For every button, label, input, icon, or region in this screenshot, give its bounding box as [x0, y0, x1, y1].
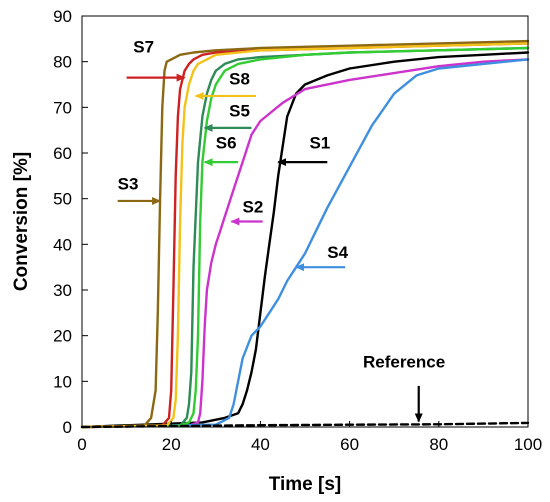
y-axis-title: Conversion [%] [11, 152, 32, 291]
annotation-label-s6: S6 [216, 133, 237, 152]
y-tick-label: 30 [53, 281, 72, 300]
x-tick-label: 40 [251, 435, 270, 454]
y-axis-ticks: 0 10 20 30 40 50 60 70 80 90 [53, 7, 88, 437]
annotation-label-s7: S7 [133, 38, 154, 57]
series-line-s7 [80, 42, 530, 429]
y-tick-label: 40 [53, 235, 72, 254]
y-tick-label: 20 [53, 327, 72, 346]
annotation-label-s4: S4 [327, 243, 348, 262]
series-line-s3 [80, 39, 530, 429]
x-tick-label: 20 [162, 435, 181, 454]
y-tick-label: 90 [53, 7, 72, 26]
series-line-s1 [80, 51, 530, 429]
y-tick-label: 70 [53, 98, 72, 117]
y-tick-label: 80 [53, 53, 72, 72]
y-tick-label: 10 [53, 372, 72, 391]
axis-layer: 0 20 40 60 80 100 0 10 20 30 40 50 60 70 80 90 Time [s… [11, 7, 542, 495]
annotation-label-reference: Reference [363, 353, 445, 372]
series-line-s5 [80, 46, 530, 429]
annotation-label-s2: S2 [243, 197, 264, 216]
x-tick-label: 60 [340, 435, 359, 454]
series-line-s8 [80, 42, 530, 429]
x-axis-ticks: 0 20 40 60 80 100 [77, 421, 542, 454]
series-line-reference [80, 421, 530, 429]
x-tick-label: 0 [77, 435, 86, 454]
y-tick-label: 60 [53, 144, 72, 163]
series-line-s2 [80, 58, 530, 429]
annotation-label-s3: S3 [118, 175, 139, 194]
x-tick-label: 100 [514, 435, 542, 454]
x-axis-title: Time [s] [269, 474, 342, 495]
series-line-s6 [80, 46, 530, 429]
plot-frame [81, 15, 529, 428]
y-tick-label: 0 [63, 418, 72, 437]
annotation-label-s1: S1 [309, 133, 330, 152]
x-tick-label: 80 [429, 435, 448, 454]
annotation-label-s8: S8 [229, 70, 250, 89]
series-layer [80, 39, 530, 429]
annotation-label-s5: S5 [229, 101, 250, 120]
annotation-layer: S7 S8 S5 S6 S1 S3 S2 S4 Reference [117, 38, 445, 423]
y-tick-label: 50 [53, 190, 72, 209]
series-line-s4 [80, 58, 530, 429]
